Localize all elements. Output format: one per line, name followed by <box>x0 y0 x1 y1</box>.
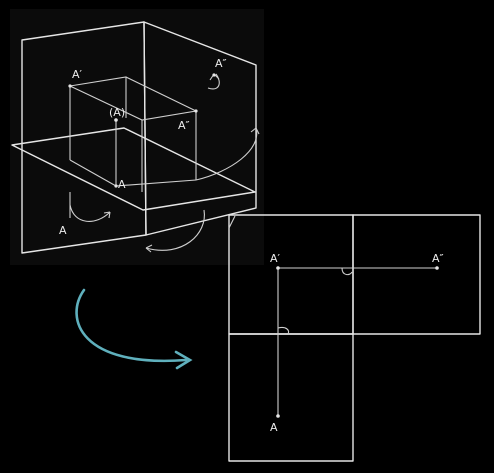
epure-label-a-prime: A′ <box>270 252 281 265</box>
epure-point-a-prime <box>276 266 280 270</box>
horizontal-plane-flat <box>228 333 354 462</box>
point-a-space <box>114 118 118 122</box>
label-a-prime: A′ <box>72 68 83 81</box>
epure-label-a: A <box>270 421 278 434</box>
point-a-prime <box>68 84 72 88</box>
horizontal-plane <box>11 127 256 211</box>
unfolded-planes-figure: A′ A″ A <box>228 214 481 462</box>
rotation-arrowhead-bottom <box>145 244 153 253</box>
label-a-lower: A <box>59 224 67 237</box>
isometric-planes-figure: A′ A″ A″ (A) A A <box>10 9 264 265</box>
angle-mark-lower <box>277 326 290 335</box>
label-a-space: (A) <box>109 106 125 119</box>
epure-point-a-double-prime <box>435 266 439 270</box>
profile-plane <box>143 21 257 236</box>
profile-plane-flat <box>352 214 481 335</box>
curved-arrow-icon <box>75 288 188 363</box>
point-a <box>114 184 118 188</box>
projection-box <box>69 76 198 192</box>
label-a: A <box>118 178 126 191</box>
angle-mark-upper <box>341 267 353 276</box>
rotation-arrowhead-side <box>250 127 260 135</box>
label-a-double-prime-mid: A″ <box>178 119 190 132</box>
rotation-arc-side <box>195 127 258 181</box>
label-a-double-prime-top: A″ <box>215 57 227 70</box>
epure-label-a-double-prime: A″ <box>432 252 444 265</box>
rotation-arc-bottom <box>145 209 205 251</box>
corner-fold-mark <box>228 215 236 229</box>
left-panel-background <box>10 9 264 265</box>
epure-point-a <box>276 414 280 418</box>
point-a-double-prime-top <box>212 73 216 77</box>
rotation-arc-lower <box>69 204 111 222</box>
point-a-double-prime-mid <box>194 109 198 113</box>
rotation-arrowhead-lower <box>103 211 111 219</box>
transformation-arrow <box>75 288 193 370</box>
rotation-arc-profile <box>207 73 220 90</box>
arrowhead-icon <box>174 350 193 370</box>
